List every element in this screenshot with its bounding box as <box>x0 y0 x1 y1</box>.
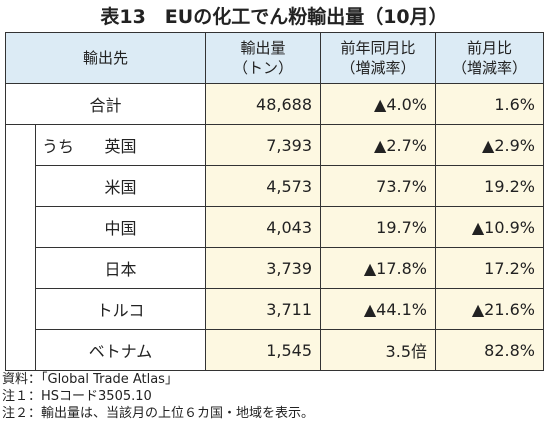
value-cell: 17.2% <box>435 247 544 289</box>
header-cell: 輸出量 （トン） <box>205 32 321 84</box>
country-name: 英国 <box>104 137 137 156</box>
row-label: トルコ <box>35 288 206 330</box>
row-label: 中国 <box>35 206 206 248</box>
data-row: 米国 4,573 73.7% 19.2% <box>6 165 544 207</box>
header-text: （トン） <box>232 59 293 77</box>
value-cell: 3,739 <box>205 247 321 289</box>
export-table: 輸出先 輸出量 （トン） 前年同月比 （増減率） 前月比 （増減率） 合計 48,688 ▲4.0… <box>5 32 544 371</box>
header-text: 前月比 <box>466 39 512 57</box>
row-label: うち 英国 <box>35 124 206 166</box>
header-cell: 輸出先 <box>5 32 206 84</box>
value-cell: ▲17.8% <box>320 247 436 289</box>
value-cell: 73.7% <box>320 165 436 207</box>
value-cell: 3,711 <box>205 288 321 330</box>
value-cell: 4,573 <box>205 165 321 207</box>
indent-cell <box>5 124 36 371</box>
data-row: うち 英国 7,393 ▲2.7% ▲2.9% <box>5 124 544 371</box>
value-cell: 7,393 <box>205 124 321 166</box>
note-line: 注２：輸出量は、当該月の上位６カ国・地域を表示。 <box>2 406 315 421</box>
value-cell: 19.2% <box>435 165 544 207</box>
country-name: ベトナム <box>88 342 153 361</box>
header-cell: 前月比 （増減率） <box>435 32 544 84</box>
country-name: トルコ <box>96 301 145 320</box>
note-line: 資料：「Global Trade Atlas」 <box>2 372 178 387</box>
group-label: うち <box>42 137 75 156</box>
value-cell: ▲10.9% <box>435 206 544 248</box>
value-cell: ▲21.6% <box>435 288 544 330</box>
value-cell: ▲2.9% <box>435 124 544 166</box>
header-cell: 前年同月比 （増減率） <box>320 32 436 84</box>
header-text: 前年同月比 <box>340 39 416 57</box>
table-title: 表13 EUの化工でん粉輸出量（10月） <box>100 6 448 28</box>
row-label: 日本 <box>35 247 206 289</box>
value-cell: ▲2.7% <box>320 124 436 166</box>
data-row: トルコ 3,711 ▲44.1% ▲21.6% <box>6 288 544 330</box>
value-cell: 3.5倍 <box>320 329 436 371</box>
total-row: 合計 48,688 ▲4.0% 1.6% <box>5 83 544 125</box>
value-cell: 82.8% <box>435 329 544 371</box>
header-row: 輸出先 輸出量 （トン） 前年同月比 （増減率） 前月比 （増減率） <box>5 32 544 84</box>
header-text: （増減率） <box>451 59 527 77</box>
header-text: 輸出先 <box>82 49 128 67</box>
row-label: 合計 <box>5 83 206 125</box>
row-label: 米国 <box>35 165 206 207</box>
country-name: 日本 <box>104 260 137 279</box>
row-label: ベトナム <box>35 329 206 371</box>
value-cell: 1,545 <box>205 329 321 371</box>
value-cell: 4,043 <box>205 206 321 248</box>
value-cell: ▲44.1% <box>320 288 436 330</box>
value-cell: ▲4.0% <box>320 83 436 125</box>
header-text: （増減率） <box>340 59 416 77</box>
value-cell: 19.7% <box>320 206 436 248</box>
data-row: 中国 4,043 19.7% ▲10.9% <box>6 206 544 248</box>
country-name: 米国 <box>104 178 137 197</box>
country-name: 中国 <box>104 219 137 238</box>
data-row: 日本 3,739 ▲17.8% 17.2% <box>6 247 544 289</box>
note-line: 注１：HSコード3505.10 <box>2 389 152 404</box>
value-cell: 48,688 <box>205 83 321 125</box>
notes: 資料：「Global Trade Atlas」 注１：HSコード3505.10 注２… <box>2 371 314 422</box>
value-cell: 1.6% <box>435 83 544 125</box>
data-row: ベトナム 1,545 3.5倍 82.8% <box>6 329 544 371</box>
header-text: 輸出量 <box>240 39 286 57</box>
